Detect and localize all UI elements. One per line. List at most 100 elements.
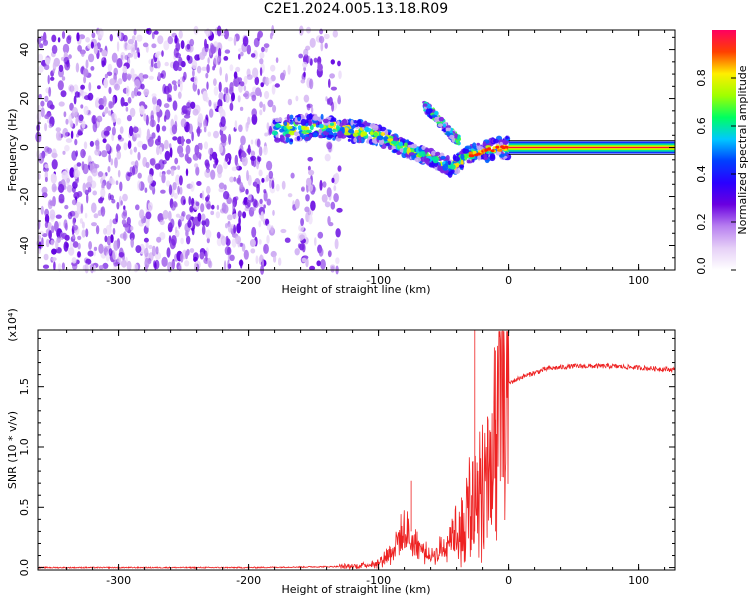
noise-blob bbox=[78, 114, 83, 124]
noise-blob bbox=[185, 214, 192, 221]
noise-blob bbox=[201, 213, 206, 222]
noise-blob bbox=[196, 152, 202, 158]
noise-blob bbox=[97, 27, 104, 39]
noise-blob bbox=[209, 108, 214, 118]
x-tick-label: -100 bbox=[366, 274, 391, 287]
noise-blob bbox=[183, 114, 191, 119]
noise-blob bbox=[205, 162, 210, 169]
noise-blob bbox=[160, 189, 166, 194]
noise-blob bbox=[85, 37, 90, 43]
noise-blob bbox=[223, 56, 229, 61]
noise-blob bbox=[328, 96, 333, 106]
noise-blob bbox=[243, 75, 248, 85]
noise-blob bbox=[61, 76, 66, 81]
noise-blob bbox=[44, 164, 49, 169]
noise-blob bbox=[205, 250, 208, 262]
noise-blob bbox=[147, 136, 154, 147]
track-blob bbox=[293, 131, 299, 136]
noise-blob bbox=[126, 216, 131, 226]
noise-blob bbox=[208, 99, 212, 107]
noise-blob bbox=[74, 138, 78, 146]
noise-blob bbox=[94, 149, 101, 156]
noise-blob bbox=[175, 226, 178, 234]
hot-blob bbox=[495, 145, 500, 149]
noise-blob bbox=[119, 181, 123, 192]
noise-blob bbox=[153, 103, 157, 115]
noise-blob bbox=[103, 227, 107, 235]
noise-blob bbox=[154, 138, 161, 146]
track-blob bbox=[376, 135, 384, 141]
noise-blob bbox=[98, 197, 104, 204]
noise-blob bbox=[104, 73, 108, 79]
noise-blob bbox=[146, 28, 150, 34]
noise-blob bbox=[195, 201, 200, 207]
noise-blob bbox=[331, 177, 335, 183]
noise-blob bbox=[41, 237, 44, 248]
hot-blob bbox=[501, 146, 506, 150]
noise-blob bbox=[294, 198, 300, 209]
track-blob bbox=[271, 130, 278, 136]
noise-blob bbox=[227, 246, 232, 256]
noise-blob bbox=[113, 259, 118, 267]
noise-blob bbox=[82, 68, 89, 77]
noise-blob bbox=[72, 241, 79, 248]
noise-blob bbox=[263, 189, 267, 194]
signal-track bbox=[271, 100, 512, 178]
noise-blob bbox=[305, 194, 310, 202]
noise-blob bbox=[284, 237, 291, 243]
track-blob bbox=[476, 142, 481, 146]
noise-blob bbox=[127, 140, 132, 150]
noise-blob bbox=[51, 152, 58, 158]
noise-blob bbox=[218, 144, 224, 154]
noise-blob bbox=[330, 266, 335, 273]
noise-blob bbox=[137, 52, 141, 58]
branch-blob bbox=[445, 125, 451, 129]
noise-blob bbox=[87, 175, 93, 185]
noise-blob bbox=[255, 255, 259, 264]
noise-blob bbox=[189, 248, 195, 253]
track-blob bbox=[357, 135, 362, 141]
noise-blob bbox=[44, 208, 49, 217]
noise-blob bbox=[41, 186, 48, 195]
noise-blob bbox=[55, 214, 62, 219]
noise-blob bbox=[72, 234, 75, 240]
noise-blob bbox=[185, 229, 189, 237]
noise-blob bbox=[175, 213, 181, 218]
noise-blob bbox=[62, 43, 70, 54]
noise-blob bbox=[104, 235, 108, 243]
track-blob bbox=[390, 140, 398, 145]
noise-blob bbox=[162, 209, 169, 220]
noise-blob bbox=[105, 251, 110, 262]
noise-blob bbox=[51, 44, 58, 54]
noise-blob bbox=[254, 76, 260, 86]
track-blob bbox=[358, 123, 365, 128]
noise-blob bbox=[241, 243, 246, 252]
noise-blob bbox=[310, 200, 316, 211]
track-blob bbox=[366, 122, 371, 127]
noise-blob bbox=[211, 204, 215, 210]
snr-y-label: SNR (10 * v/v) bbox=[6, 411, 19, 489]
noise-blob bbox=[224, 49, 231, 54]
noise-blob bbox=[134, 133, 140, 138]
track-blob bbox=[274, 137, 281, 143]
noise-blob bbox=[130, 237, 134, 248]
noise-blob bbox=[54, 220, 59, 232]
noise-blob bbox=[327, 215, 331, 225]
noise-blob bbox=[182, 109, 188, 115]
noise-blob bbox=[63, 111, 67, 118]
noise-blob bbox=[60, 90, 67, 98]
noise-blob bbox=[233, 176, 237, 182]
noise-blob bbox=[76, 162, 82, 167]
noise-blob bbox=[299, 243, 305, 251]
noise-blob bbox=[287, 193, 293, 198]
noise-blob bbox=[73, 95, 77, 105]
y-tick-label: 0 bbox=[18, 144, 31, 151]
noise-blob bbox=[309, 265, 316, 271]
noise-blob bbox=[223, 260, 227, 271]
track-blob bbox=[460, 159, 464, 166]
noise-blob bbox=[136, 34, 143, 42]
noise-blob bbox=[185, 138, 191, 144]
noise-blob bbox=[227, 253, 231, 262]
noise-blob bbox=[90, 41, 94, 49]
track-blob bbox=[313, 113, 318, 121]
